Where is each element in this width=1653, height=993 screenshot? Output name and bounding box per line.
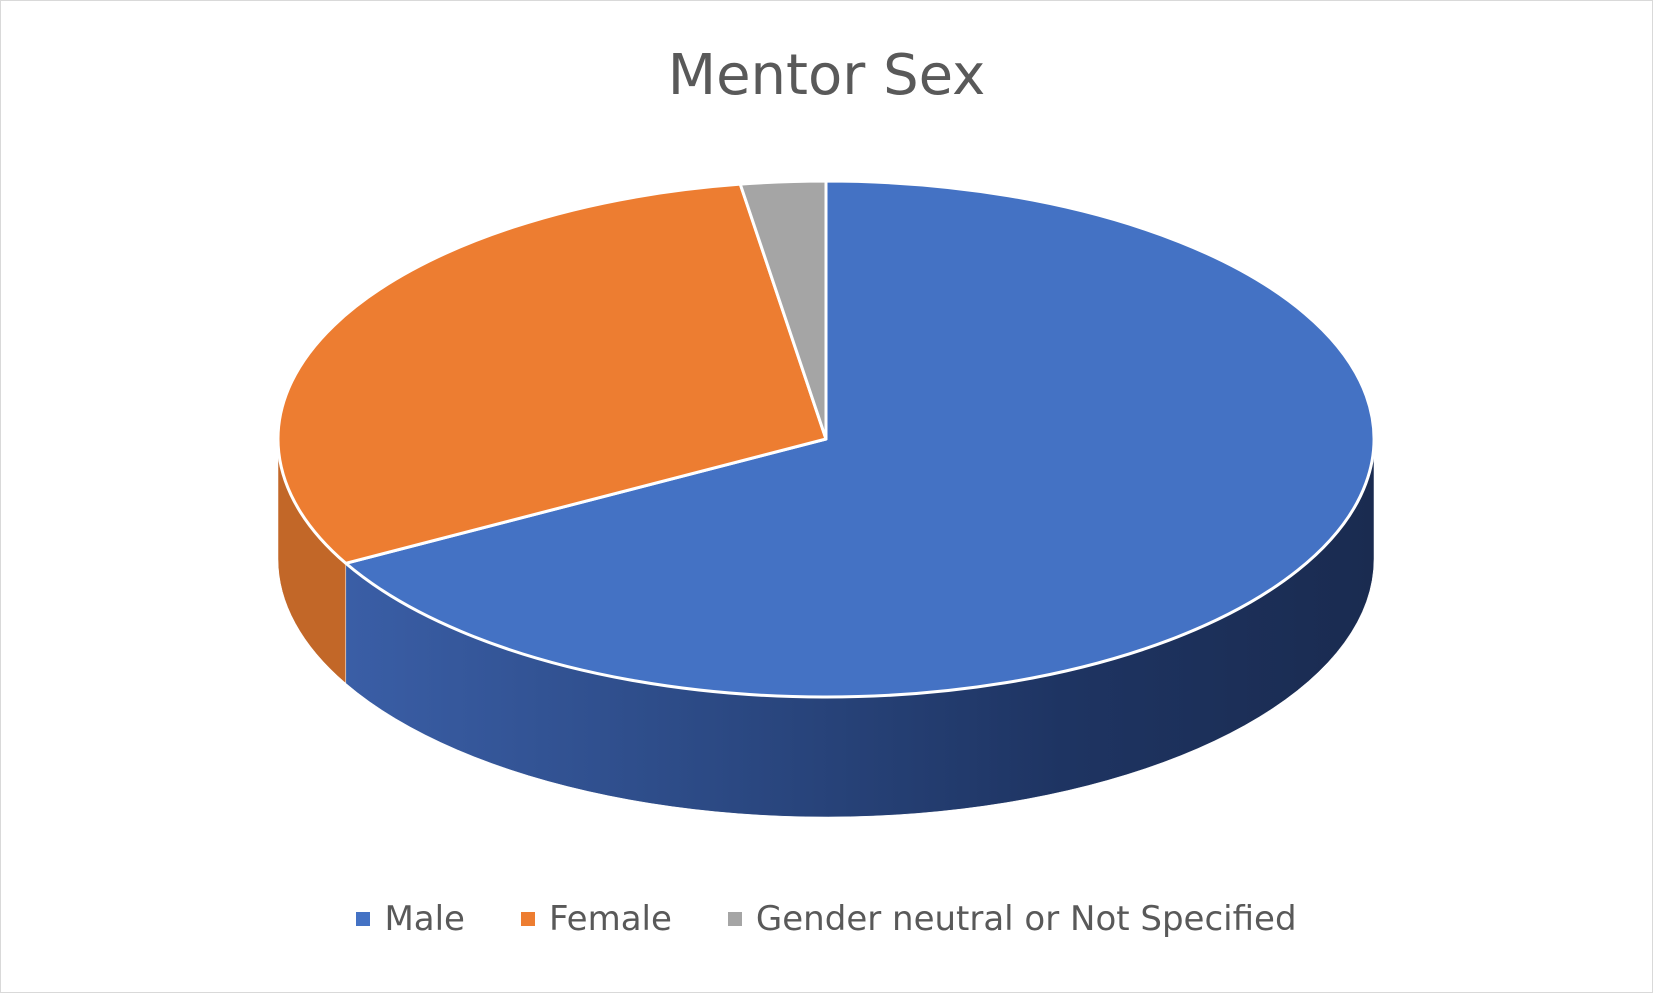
legend-swatch: [727, 912, 742, 926]
legend-item-male: Male: [356, 899, 465, 939]
legend-swatch: [356, 912, 371, 926]
pie-slice-gender-neutral-or-not-specified: [738, 179, 828, 441]
legend-swatch: [520, 912, 535, 926]
legend-label: Male: [384, 899, 465, 939]
legend-label: Female: [548, 899, 672, 939]
legend-label: Gender neutral or Not Specified: [755, 899, 1297, 939]
legend: Male Female Gender neutral or Not Specifie…: [1, 899, 1652, 939]
legend-item-female: Female: [520, 899, 672, 939]
legend-item-gender-neutral-or-not-specified: Gender neutral or Not Specified: [727, 899, 1297, 939]
chart-title: Mentor Sex: [667, 43, 986, 108]
pie-tops: [276, 179, 1376, 699]
pie-slice-male: [344, 179, 1376, 699]
pie-slice-female: [276, 182, 828, 565]
